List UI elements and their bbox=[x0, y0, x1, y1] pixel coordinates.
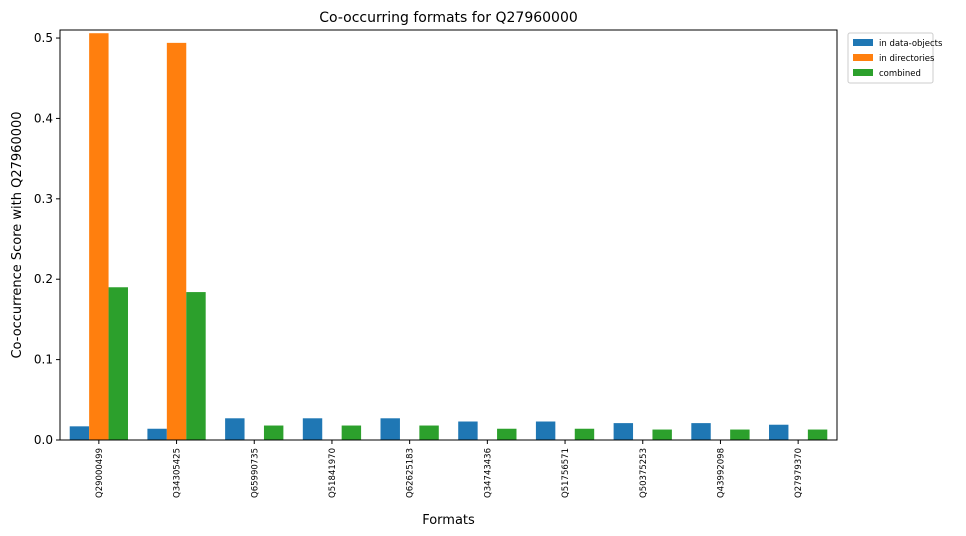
y-tick-label: 0.4 bbox=[34, 111, 53, 125]
plot-area: 0.0 0.1 0.2 0.3 0.4 0.5 Q29000499 Q34305425 Q659… bbox=[34, 29, 838, 498]
x-tick-label: Q34743436 bbox=[483, 448, 493, 498]
legend-entry: in directories bbox=[879, 54, 935, 64]
bar-combined-Q34743436 bbox=[497, 428, 517, 440]
bar-in-data-objects-Q27979370 bbox=[769, 424, 789, 440]
bar-combined-Q29000499 bbox=[108, 287, 128, 440]
x-tick-label: Q62625183 bbox=[406, 448, 416, 498]
bar-in-data-objects-Q29000499 bbox=[69, 426, 90, 440]
bar-combined-Q50375253 bbox=[652, 429, 672, 440]
y-tick-label: 0.5 bbox=[34, 31, 53, 45]
bar-in-data-objects-Q51756571 bbox=[535, 421, 556, 440]
x-tick-label: Q34305425 bbox=[173, 448, 183, 498]
legend-swatch bbox=[853, 54, 873, 61]
x-tick-label: Q51756571 bbox=[561, 448, 571, 498]
chart-title: Co-occurring formats for Q27960000 bbox=[319, 10, 578, 26]
x-tick-label: Q43992098 bbox=[716, 448, 726, 498]
bar-in-data-objects-Q62625183 bbox=[380, 418, 400, 440]
bar-in-data-objects-Q43992098 bbox=[691, 423, 711, 440]
legend-entry: combined bbox=[879, 69, 921, 79]
legend-swatch bbox=[853, 69, 873, 76]
legend-entry: in data-objects bbox=[879, 39, 943, 49]
bar-combined-Q51841970 bbox=[341, 425, 362, 440]
bar-in-data-objects-Q65990735 bbox=[225, 418, 245, 440]
x-tick-label: Q29000499 bbox=[95, 448, 105, 498]
x-tick-label: Q50375253 bbox=[639, 448, 649, 498]
y-tick-label: 0.2 bbox=[34, 272, 53, 286]
bar-in-data-objects-Q51841970 bbox=[302, 418, 323, 440]
x-axis-label: Formats bbox=[422, 513, 475, 528]
y-tick-label: 0.3 bbox=[34, 192, 53, 206]
bar-in-data-objects-Q34743436 bbox=[458, 421, 478, 440]
x-tick-label: Q51841970 bbox=[328, 448, 338, 498]
bar-in-directories-Q29000499 bbox=[89, 33, 109, 440]
bar-combined-Q43992098 bbox=[730, 429, 750, 440]
bar-combined-Q27979370 bbox=[807, 429, 828, 440]
y-axis-label: Co-occurrence Score with Q27960000 bbox=[10, 111, 25, 358]
y-tick-label: 0.0 bbox=[34, 433, 53, 447]
legend: in data-objects in directories combined bbox=[847, 32, 943, 84]
x-tick-label: Q65990735 bbox=[250, 448, 260, 498]
bar-in-directories-Q34305425 bbox=[166, 42, 187, 441]
axes-frame bbox=[59, 29, 838, 441]
bar-combined-Q51756571 bbox=[574, 428, 595, 440]
x-tick-label: Q27979370 bbox=[794, 448, 804, 498]
bar-combined-Q34305425 bbox=[186, 292, 206, 440]
bar-in-data-objects-Q34305425 bbox=[147, 428, 167, 440]
bar-combined-Q62625183 bbox=[419, 425, 439, 440]
bar-combined-Q65990735 bbox=[263, 425, 284, 440]
bar-in-data-objects-Q50375253 bbox=[613, 423, 634, 440]
legend-swatch bbox=[853, 39, 873, 46]
y-tick-label: 0.1 bbox=[34, 353, 53, 367]
